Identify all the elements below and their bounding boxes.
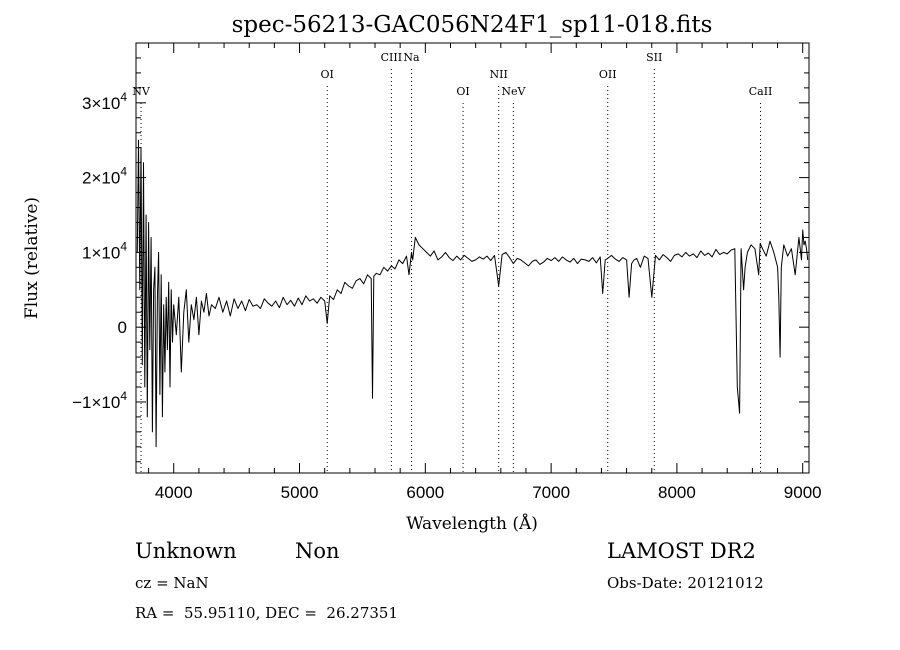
x-tick-label: 5000 [281, 483, 319, 502]
line-label-caii: CaII [749, 85, 773, 98]
x-tick-label: 4000 [155, 483, 193, 502]
y-tick-label: −1×104 [72, 389, 127, 412]
line-label-nv: NV [132, 85, 151, 98]
line-label-nev: NeV [501, 85, 526, 98]
x-axis-label: Wavelength (Å) [406, 513, 538, 534]
y-tick-label: 3×104 [82, 90, 127, 113]
line-label-oi: OI [321, 68, 334, 81]
object-subclass: Non [295, 539, 340, 563]
chart-title: spec-56213-GAC056N24F1_sp11-018.fits [232, 12, 713, 38]
line-label-oi: OI [456, 85, 469, 98]
x-tick-label: 8000 [658, 483, 696, 502]
line-label-na: Na [403, 51, 420, 64]
line-label-oii: OII [599, 68, 617, 81]
y-tick-label: 0 [118, 318, 127, 337]
y-tick-label: 1×104 [82, 239, 127, 262]
emission-line-markers: NV OI CIII Na OI NII NeV OII SII CaII [132, 51, 772, 473]
observation-date: Obs-Date: 20121012 [607, 574, 764, 592]
line-label-sii: SII [646, 51, 662, 64]
ra-dec-coordinates: RA = 55.95110, DEC = 26.27351 [135, 604, 399, 622]
redshift-cz: cz = NaN [135, 574, 209, 592]
object-class: Unknown [135, 539, 237, 563]
spectrum-series-line [136, 139, 809, 448]
plot-frame [135, 42, 810, 474]
y-axis-label: Flux (relative) [22, 197, 42, 319]
axis-ticks [136, 43, 809, 473]
x-tick-label: 6000 [406, 483, 444, 502]
x-tick-label: 7000 [532, 483, 570, 502]
line-label-nii: NII [490, 68, 508, 81]
line-label-ciii: CIII [381, 51, 402, 64]
survey-name: LAMOST DR2 [607, 539, 756, 563]
y-tick-label: 2×104 [82, 165, 127, 188]
axis-tick-labels: 4000 5000 6000 7000 8000 9000 −1×104 0 1×104 2×10… [72, 90, 822, 502]
x-tick-label: 9000 [784, 483, 822, 502]
